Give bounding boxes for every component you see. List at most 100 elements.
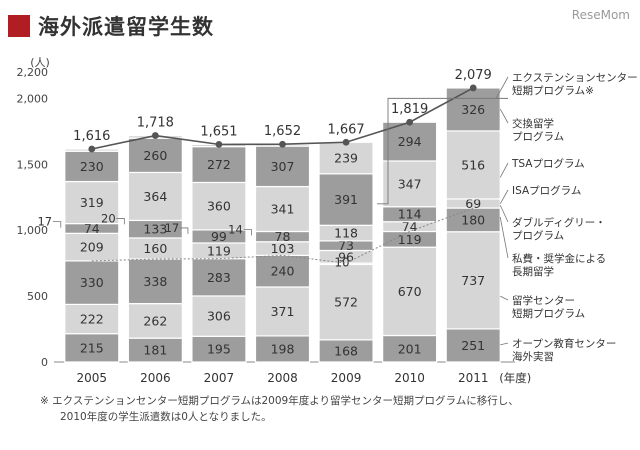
bar-segment	[445, 328, 501, 363]
bar-segment	[127, 258, 183, 305]
bar-segment	[254, 145, 311, 188]
legend-line: ダブルディグリー・	[512, 216, 606, 229]
segment-label: 239	[334, 151, 358, 166]
dotted-boundary-line	[91, 207, 474, 264]
chart-title: 海外派遣留学生数	[38, 15, 214, 39]
outside-label: 17	[165, 221, 180, 235]
x-tick-label: 2010	[394, 371, 425, 385]
footnote-line-1: ※ エクステンションセンター短期プログラムは2009年度より留学センター短期プロ…	[40, 395, 519, 407]
segment-label: 74	[84, 221, 100, 236]
segment-label: 240	[271, 264, 295, 279]
bar-segment	[191, 146, 247, 184]
legend-line: プログラム	[512, 130, 564, 143]
segment-label: 160	[143, 241, 167, 256]
segment-label: 283	[207, 270, 231, 285]
footnote-line-2: 2010年度の学生派遣数は0人となりました。	[60, 411, 272, 423]
bar-segment	[382, 246, 438, 337]
y-tick-label: 500	[27, 290, 48, 303]
legend-leader	[499, 162, 509, 178]
legend-item: ダブルディグリー・プログラム	[512, 216, 606, 242]
total-marker	[88, 145, 96, 153]
legend-leader	[499, 216, 509, 259]
segment-label: 341	[271, 202, 295, 217]
bar-segment	[254, 185, 311, 233]
segment-label: 96	[338, 249, 354, 264]
outside-label: 17	[37, 215, 52, 229]
total-marker	[215, 140, 223, 148]
bar-segment	[191, 258, 247, 297]
segment-label: 347	[398, 176, 422, 191]
legend-leader	[499, 204, 509, 223]
legend-line: プログラム	[512, 229, 564, 242]
segment-label: 364	[143, 189, 167, 204]
segment-label: 260	[143, 148, 167, 163]
bar-segment	[127, 137, 183, 174]
segment-label-small: 10	[334, 255, 349, 269]
segment-label: 307	[271, 159, 295, 174]
segment-label: 118	[334, 226, 358, 241]
total-marker	[406, 118, 414, 126]
segment-label: 272	[207, 157, 231, 172]
total-label: 1,616	[73, 129, 110, 144]
legend-line: 長期留学	[512, 265, 554, 278]
segment-label: 195	[207, 342, 231, 357]
total-marker	[151, 132, 159, 139]
segment-label: 572	[334, 295, 358, 310]
legend-item: エクステンションセンター短期プログラム※	[512, 72, 638, 97]
legend-line: 私費・奨学金による	[512, 252, 606, 265]
x-tick-label: 2005	[77, 371, 108, 385]
bar-segment	[64, 232, 120, 262]
bar-segment	[254, 254, 311, 288]
legend-item: ISAプログラム	[512, 184, 581, 197]
segment-label: 222	[80, 312, 104, 327]
total-label: 2,079	[455, 68, 492, 83]
legend-leader	[499, 189, 509, 205]
x-tick-label: 2011	[458, 371, 489, 385]
legend-line: オープン教育センター	[512, 337, 616, 350]
total-marker	[342, 138, 350, 146]
segment-label: 391	[334, 192, 358, 207]
segment-label: 330	[80, 275, 104, 290]
x-tick-label: 2006	[140, 371, 171, 385]
legend-item: 私費・奨学金による長期留学	[512, 252, 606, 278]
legend-item: TSAプログラム	[511, 157, 585, 170]
total-marker	[279, 140, 286, 148]
total-label: 1,667	[327, 122, 364, 137]
outside-label-leader	[243, 229, 252, 236]
segment-label: 209	[80, 240, 104, 255]
bar-segment	[445, 130, 501, 200]
x-tick-label: 2008	[267, 371, 298, 385]
legend-leader	[499, 108, 509, 124]
segment-label: 99	[211, 229, 227, 244]
segment-label: 181	[143, 343, 167, 358]
bar-segment	[191, 181, 247, 231]
segment-label: 338	[143, 274, 167, 289]
legend-line: 海外実習	[512, 350, 554, 363]
y-tick-label: 2,200	[17, 66, 49, 79]
segment-label: 78	[275, 229, 291, 244]
y-tick-label: 2,000	[17, 92, 49, 105]
legend-line: 短期プログラム※	[512, 84, 594, 97]
segment-label: 360	[207, 199, 231, 214]
legend-item: 交換留学プログラム	[512, 117, 564, 143]
y-tick-label: 1,500	[17, 158, 49, 171]
title-marker	[8, 15, 30, 37]
segment-label: 114	[398, 207, 422, 222]
segment-label: 371	[271, 304, 295, 319]
bar-segment	[318, 173, 374, 226]
legend-leader	[500, 342, 509, 346]
outside-label: 14	[228, 223, 243, 237]
segment-label: 251	[461, 338, 485, 353]
outside-label-leader	[52, 221, 62, 228]
segment-label: 180	[461, 212, 485, 227]
bar-segment	[64, 303, 120, 335]
site-watermark: ReseMom	[571, 8, 630, 22]
total-marker	[469, 84, 477, 92]
bar-segment	[127, 303, 183, 339]
bar-segment	[64, 333, 120, 363]
segment-label: 262	[143, 313, 167, 328]
legend-line: 交換留学	[512, 117, 554, 130]
legend-line: 留学センター	[512, 294, 575, 307]
total-label: 1,718	[137, 116, 174, 131]
chart-title-block: 海外派遣留学生数	[8, 12, 214, 40]
